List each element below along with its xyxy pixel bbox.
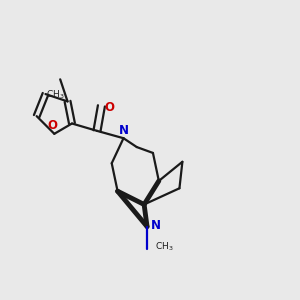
Text: CH$_3$: CH$_3$ (155, 241, 174, 253)
Text: CH$_3$: CH$_3$ (46, 88, 65, 101)
Text: O: O (48, 119, 58, 132)
Text: N: N (118, 124, 128, 137)
Text: O: O (105, 101, 115, 114)
Text: N: N (151, 219, 161, 232)
